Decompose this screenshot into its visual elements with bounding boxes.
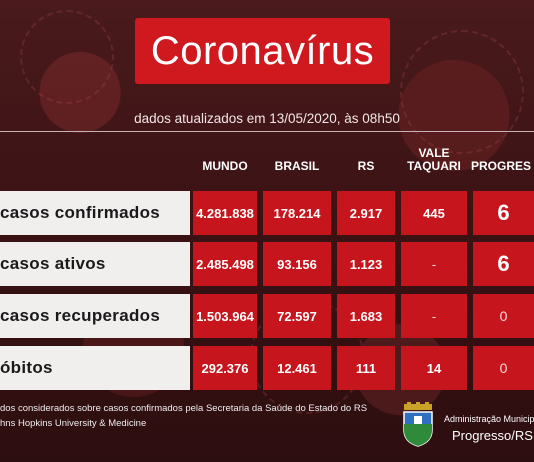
row-label-confirmados: casos confirmados [0, 191, 190, 235]
cell-confirmados-mundo: 4.281.838 [193, 191, 257, 235]
cell-confirmados-progresso: 6 [473, 191, 534, 235]
col-header-rs: RS [357, 159, 375, 173]
admin-line1: Administração Municip [444, 414, 534, 424]
cell-obitos-rs: 111 [337, 346, 395, 390]
cell-ativos-vale: - [401, 242, 467, 286]
updated-text: dados atualizados em 13/05/2020, às 08h5… [134, 111, 400, 126]
col-header-mundo: MUNDO [202, 159, 248, 173]
cell-obitos-progresso: 0 [473, 346, 534, 390]
cell-obitos-vale: 14 [401, 346, 467, 390]
cell-recuperados-progresso: 0 [473, 294, 534, 338]
cell-confirmados-vale: 445 [401, 191, 467, 235]
page-title: Coronavírus [150, 28, 375, 73]
row-label-recuperados: casos recuperados [0, 294, 190, 338]
col-header-brasil: BRASIL [274, 159, 320, 173]
coat-of-arms-icon [403, 402, 433, 447]
virus-decoration [400, 30, 524, 154]
cell-ativos-brasil: 93.156 [263, 242, 331, 286]
col-header-progresso: PROGRES [471, 159, 532, 173]
cell-recuperados-vale: - [401, 294, 467, 338]
cell-obitos-mundo: 292.376 [193, 346, 257, 390]
cell-obitos-brasil: 12.461 [263, 346, 331, 390]
admin-line2: Progresso/RS [452, 428, 533, 443]
footnote-source-rs: dos considerados sobre casos confirmados… [0, 403, 368, 414]
cell-recuperados-mundo: 1.503.964 [193, 294, 257, 338]
cell-ativos-rs: 1.123 [337, 242, 395, 286]
virus-decoration [20, 10, 114, 104]
cell-ativos-progresso: 6 [473, 242, 534, 286]
title-banner: Coronavírus [135, 18, 390, 84]
cell-confirmados-rs: 2.917 [337, 191, 395, 235]
divider [0, 131, 534, 132]
row-label-obitos: óbitos [0, 346, 190, 390]
cell-recuperados-brasil: 72.597 [263, 294, 331, 338]
cell-ativos-mundo: 2.485.498 [193, 242, 257, 286]
col-header-vale-taquari: VALE TAQUARI [407, 146, 461, 173]
row-label-ativos: casos ativos [0, 242, 190, 286]
cell-recuperados-rs: 1.683 [337, 294, 395, 338]
cell-confirmados-brasil: 178.214 [263, 191, 331, 235]
footnote-source-jhu: hns Hopkins University & Medicine [0, 418, 147, 429]
